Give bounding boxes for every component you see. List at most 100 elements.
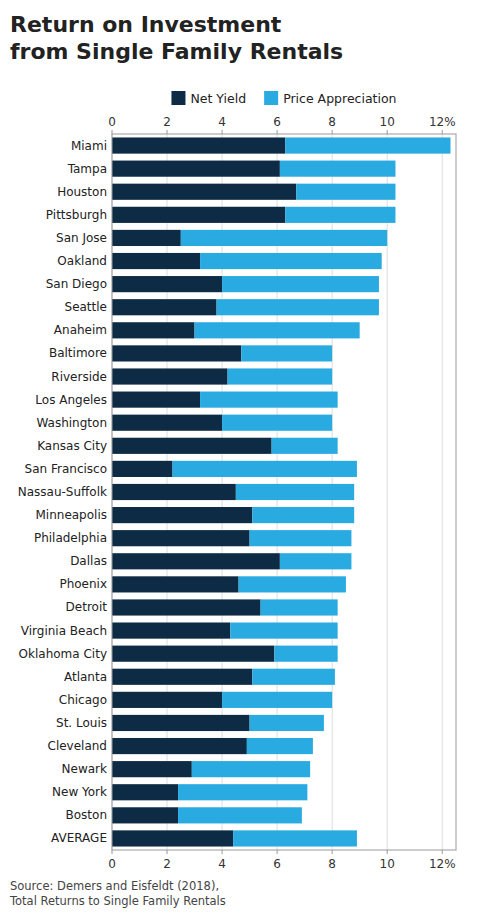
bar	[280, 553, 352, 569]
bar	[252, 669, 335, 685]
background	[0, 0, 478, 915]
bar	[222, 415, 332, 431]
tick-label: 2	[163, 857, 171, 871]
bars	[112, 137, 450, 846]
tick-label: 10	[380, 857, 395, 871]
bar	[112, 322, 195, 338]
bar	[274, 646, 337, 662]
bar	[178, 784, 307, 800]
tick-mark	[332, 130, 333, 134]
bar	[222, 692, 332, 708]
category-label: Atlanta	[64, 670, 107, 684]
category-label: Washington	[36, 416, 107, 430]
bar	[241, 345, 332, 361]
bar	[230, 622, 337, 638]
bar	[250, 530, 352, 546]
bar	[247, 738, 313, 754]
bar	[112, 761, 192, 777]
bar	[272, 438, 338, 454]
category-label: Newark	[62, 762, 107, 776]
tick-label: 6	[273, 115, 281, 129]
category-label: Houston	[57, 185, 107, 199]
bar	[112, 184, 296, 200]
bar	[200, 392, 338, 408]
bar	[112, 368, 228, 384]
tick-label: 0	[108, 857, 116, 871]
tick-mark	[277, 850, 278, 854]
bar	[112, 599, 261, 615]
bar	[192, 761, 310, 777]
category-label: Virginia Beach	[21, 624, 107, 638]
bar	[112, 646, 274, 662]
bar	[228, 368, 333, 384]
category-label: Minneapolis	[35, 508, 107, 522]
tick-label: 0	[108, 115, 116, 129]
title: Return on Investmentfrom Single Family R…	[10, 12, 343, 64]
tick-mark	[332, 850, 333, 854]
category-label: San Francisco	[25, 462, 107, 476]
tick-label: 4	[218, 857, 226, 871]
category-label: Pittsburgh	[46, 208, 107, 222]
bar	[112, 784, 178, 800]
category-label: Cleveland	[48, 739, 108, 753]
category-label: San Jose	[56, 231, 107, 245]
bar	[181, 230, 387, 246]
bar	[112, 276, 222, 292]
category-label: Baltimore	[49, 346, 107, 360]
category-label: Phoenix	[59, 577, 107, 591]
tick-mark	[112, 130, 113, 134]
bar	[112, 807, 178, 823]
bar	[112, 230, 181, 246]
bar	[112, 392, 200, 408]
annotation-line: Total Returns to Single Family Rentals	[9, 894, 226, 908]
tick-mark	[112, 850, 113, 854]
bar	[112, 415, 222, 431]
bar	[217, 299, 379, 315]
annotation-line: Source: Demers and Eisfeldt (2018),	[10, 879, 219, 893]
legend-label: Net Yield	[190, 91, 246, 106]
bar	[200, 253, 382, 269]
tick-mark	[167, 130, 168, 134]
tick-label: 2	[163, 115, 171, 129]
legend: Net Yield Price Appreciation	[171, 91, 396, 106]
bar	[112, 715, 250, 731]
legend-swatch	[264, 91, 278, 105]
category-label: San Diego	[46, 277, 107, 291]
bar	[112, 161, 280, 177]
category-label: Philadelphia	[34, 531, 107, 545]
tick-mark	[387, 130, 388, 134]
legend-swatch	[171, 91, 185, 105]
tick-mark	[442, 850, 443, 854]
title-line: from Single Family Rentals	[10, 39, 343, 64]
bar	[285, 137, 450, 153]
bar	[112, 530, 250, 546]
tick-mark	[222, 850, 223, 854]
category-label: Chicago	[59, 693, 107, 707]
category-label: Miami	[71, 139, 107, 153]
bar	[112, 830, 233, 846]
bar	[112, 438, 272, 454]
category-label: Kansas City	[37, 439, 107, 453]
category-label: Los Angeles	[35, 393, 107, 407]
tick-mark	[222, 130, 223, 134]
bar	[112, 253, 200, 269]
bar	[173, 461, 357, 477]
tick-label: 6	[273, 857, 281, 871]
bar	[239, 576, 346, 592]
grid-line	[442, 134, 443, 850]
title-line: Return on Investment	[10, 12, 282, 37]
bar	[285, 207, 395, 223]
chart: Return on Investmentfrom Single Family R…	[0, 0, 478, 915]
tick-mark	[442, 130, 443, 134]
grid	[112, 134, 442, 850]
bar	[252, 507, 354, 523]
tick-mark	[387, 850, 388, 854]
legend-label: Price Appreciation	[283, 91, 396, 106]
tick-label: 10	[380, 115, 395, 129]
bar	[250, 715, 324, 731]
bar	[112, 207, 285, 223]
category-label: New York	[52, 785, 107, 799]
bar	[112, 669, 252, 685]
bar	[236, 484, 354, 500]
category-label: Anaheim	[54, 323, 107, 337]
